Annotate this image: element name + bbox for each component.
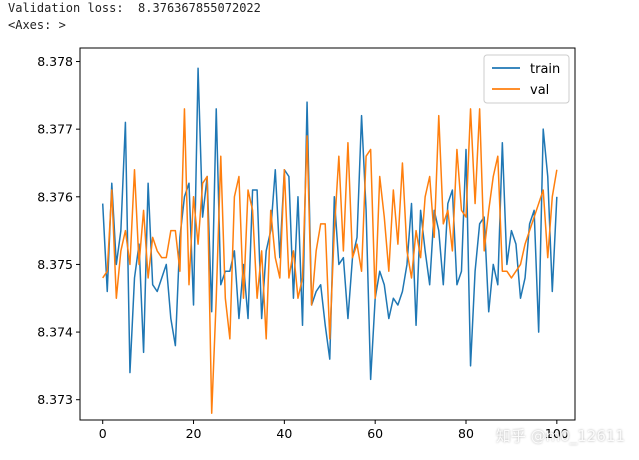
- console-line-axes-repr: <Axes: >: [8, 18, 66, 32]
- y-tick-label: 8.378: [37, 54, 73, 69]
- x-tick-label: 0: [99, 426, 107, 441]
- y-tick-label: 8.374: [37, 325, 73, 340]
- x-tick-label: 80: [458, 426, 474, 441]
- y-tick-label: 8.376: [37, 189, 73, 204]
- legend-box: [483, 54, 570, 104]
- legend-label-train: train: [530, 62, 560, 77]
- series-layer: [101, 67, 558, 414]
- series-line-train: [101, 67, 558, 381]
- console-line-validation-loss: Validation loss: 8.376367855072022: [8, 1, 261, 15]
- watermark-text: 知乎 @m0_12611: [495, 427, 625, 445]
- legend: train val: [483, 54, 570, 104]
- x-tick-label: 20: [186, 426, 202, 441]
- axis-ticks: 0 20 40 60 80 100 8.373 8.374 8.375 8.376 8.377 8.3…: [37, 54, 569, 441]
- x-tick-label: 60: [367, 426, 383, 441]
- plot-area-frame: [79, 47, 576, 421]
- console-output: Validation loss: 8.376367855072022 <Axes:…: [8, 0, 261, 34]
- series-line-val: [102, 108, 558, 414]
- x-tick-label: 40: [276, 426, 292, 441]
- y-tick-label: 8.375: [37, 257, 73, 272]
- y-tick-label: 8.373: [37, 392, 73, 407]
- y-tick-label: 8.377: [37, 122, 73, 137]
- x-tick-label: 100: [545, 426, 569, 441]
- legend-label-val: val: [530, 83, 549, 98]
